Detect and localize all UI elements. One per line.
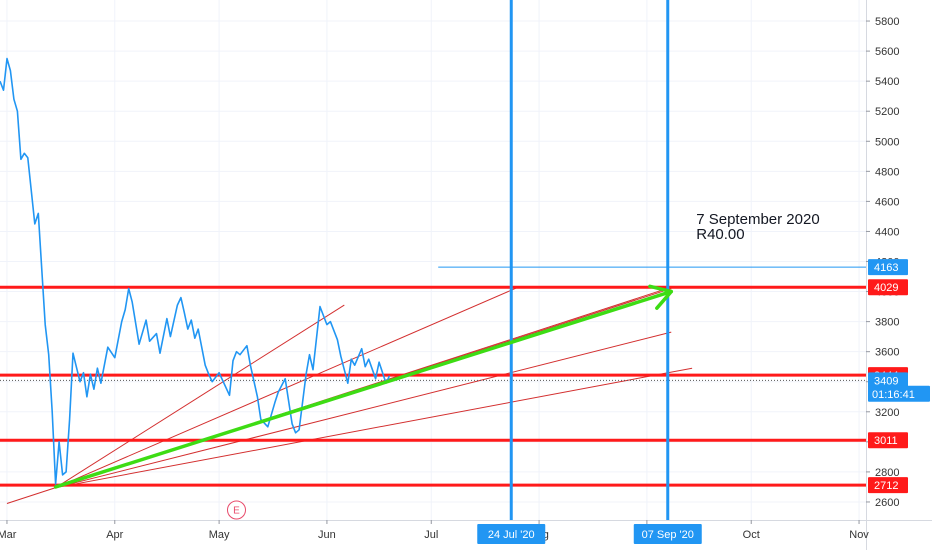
price-tag [868,432,908,449]
price-tag [868,372,908,389]
price-series [0,57,391,485]
y-tick-label: 5800 [875,16,899,28]
earnings-event-icon [226,500,246,520]
arrow-shaft [53,289,673,489]
countdown-tag [868,385,930,402]
y-tick-label: 2600 [875,497,899,509]
price-tag-label: 3409 [874,375,898,387]
annotation-text: R40.00 [696,226,744,243]
annotation-text: 7 September 2020 [696,211,819,228]
date-tag-label: 24 Jul '20 [488,529,535,541]
price-line [0,57,391,485]
trend-arrow[interactable] [53,284,673,489]
date-tag-label: 07 Sep '20 [642,529,694,541]
fan-line [55,331,672,489]
y-tick-label: 4400 [875,226,899,238]
countdown-label: 01:16:41 [872,389,915,401]
horizontal-levels [0,266,866,487]
y-tick-label: 4600 [875,196,899,208]
x-tick-label: Nov [849,529,869,541]
x-tick-label: May [209,529,230,541]
event-markers[interactable]: E [226,500,246,520]
x-tick-label: Apr [106,529,123,541]
price-tag [868,279,908,296]
x-tick-label: Jun [318,529,336,541]
arrow-head [655,289,673,310]
y-tick-label: 5000 [875,136,899,148]
price-tag-label: 4029 [874,282,898,294]
x-tick-label: Oct [743,529,760,541]
vertical-markers[interactable] [509,0,670,520]
y-tick-label: 5600 [875,46,899,58]
x-tick-label: Mar [0,529,17,541]
y-tick-label: 5400 [875,76,899,88]
y-tick-label: 3200 [875,407,899,419]
y-tick-label: 4800 [875,166,899,178]
y-tick-label: 5200 [875,106,899,118]
date-tag [633,524,702,544]
grid [0,0,866,520]
fan-line [55,304,345,489]
price-tag [868,477,908,494]
y-tick-label: 2800 [875,467,899,479]
price-tag-label: 4163 [874,262,898,274]
arrow-head [648,284,673,294]
date-tag [477,524,546,544]
price-tag [868,259,908,276]
y-tick-label: 3800 [875,317,899,329]
y-tick-label: 3600 [875,347,899,359]
price-tag-label: 2712 [874,480,898,492]
fan-line [55,367,693,489]
x-tick-label: Jul [424,529,438,541]
price-tag-label: 3011 [874,435,898,447]
event-label: E [233,506,240,517]
